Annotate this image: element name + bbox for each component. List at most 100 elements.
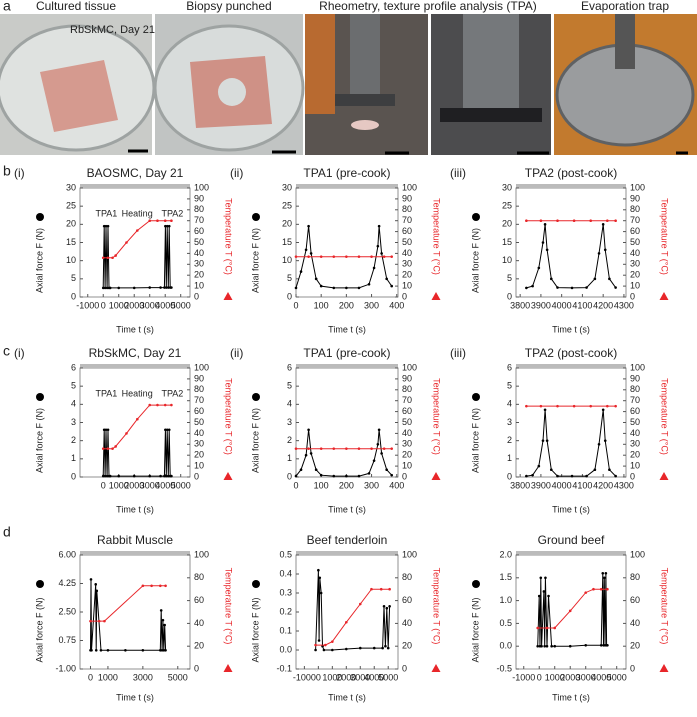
y2-tick-label: 40 — [194, 248, 204, 258]
y2-tick-label: 90 — [402, 193, 412, 203]
y2-tick-label: 70 — [630, 395, 640, 405]
y2-tick-label: 40 — [630, 428, 640, 438]
shaft — [615, 14, 635, 69]
data-point — [136, 229, 139, 232]
data-point — [319, 255, 323, 258]
x-tick-label: 1000 — [109, 300, 129, 310]
data-point — [105, 474, 109, 478]
data-point — [163, 623, 166, 627]
y2-tick-label: 40 — [630, 618, 640, 628]
y2-tick-label: 0 — [630, 291, 635, 301]
data-point — [150, 584, 153, 588]
data-point — [159, 584, 162, 588]
x-tick-label: 200 — [339, 300, 354, 310]
data-point — [164, 474, 168, 478]
data-point — [525, 404, 528, 408]
data-point — [572, 219, 576, 222]
data-point — [345, 620, 348, 624]
data-point — [599, 643, 603, 647]
data-point — [549, 468, 553, 472]
y-tick-label: 0.3 — [279, 587, 292, 597]
data-point — [111, 256, 114, 260]
data-point — [156, 219, 159, 222]
data-point — [294, 255, 298, 258]
y2-label-marker — [659, 292, 669, 300]
data-point — [376, 244, 380, 248]
y2-axis-title: Temperature T (°C) — [224, 378, 234, 455]
data-point — [132, 474, 136, 478]
y2-tick-label: 70 — [402, 215, 412, 225]
data-point — [163, 286, 166, 289]
data-point — [525, 219, 528, 222]
panel-letter: d — [3, 524, 11, 540]
y-tick-label: 0 — [71, 291, 76, 301]
x-tick-label: 0 — [101, 300, 106, 310]
data-point — [124, 648, 127, 652]
data-point — [170, 474, 173, 478]
plot-area — [79, 187, 191, 298]
y-tick-label: 30 — [66, 182, 76, 192]
y-tick-label: 0.0 — [499, 641, 512, 651]
y2-tick-label: 80 — [630, 572, 640, 582]
y-tick-label: 1.5 — [499, 572, 512, 582]
data-point — [89, 578, 93, 581]
x-tick-label: 300 — [364, 480, 379, 490]
data-point — [547, 594, 550, 598]
punch-hole — [218, 78, 246, 106]
y-tick-label: 1 — [287, 453, 292, 463]
data-point — [307, 255, 310, 258]
series-line — [526, 409, 616, 477]
x-tick-label: 0 — [293, 300, 298, 310]
x-tick-label: 4100 — [572, 300, 592, 310]
x-tick-label: 2000 — [124, 300, 144, 310]
tissue — [40, 60, 118, 132]
data-point — [585, 286, 588, 289]
data-point — [614, 219, 617, 222]
y2-tick-label: 100 — [402, 182, 417, 192]
photo-row: a RbSkMC, Day 21 Cultured tissue Biopsy … — [0, 0, 697, 155]
data-point — [163, 403, 167, 407]
plot-area — [295, 367, 399, 478]
y2-tick-label: 0 — [402, 663, 407, 673]
plot-area — [295, 554, 399, 670]
x-tick-label: 4000 — [155, 480, 175, 490]
panel-label: (iii) — [450, 346, 466, 360]
y-axis-title: Axial force F (N) — [250, 408, 260, 473]
y-tick-label: -0.1 — [276, 663, 292, 673]
y2-tick-label: 30 — [630, 259, 640, 269]
x-tick-label: 0 — [88, 672, 93, 682]
x-tick-label: 4000 — [552, 480, 572, 490]
data-point — [106, 447, 110, 450]
data-point — [545, 626, 549, 630]
data-point — [525, 286, 528, 290]
data-point — [376, 443, 380, 446]
x-tick-label: 2000 — [124, 480, 144, 490]
x-axis-title: Time t (s) — [328, 692, 366, 702]
annotation: Heating — [122, 388, 153, 398]
y2-tick-label: 10 — [402, 280, 412, 290]
data-point — [167, 474, 170, 478]
rheometer — [463, 14, 519, 114]
data-point — [164, 428, 167, 432]
data-point — [90, 648, 93, 652]
data-point — [317, 568, 320, 572]
y2-tick-label: 30 — [194, 439, 204, 449]
x-tick-label: 100 — [314, 480, 329, 490]
data-point — [117, 286, 121, 290]
y-tick-label: 30 — [502, 182, 512, 192]
y2-tick-label: 60 — [402, 226, 412, 236]
y2-tick-label: 20 — [630, 450, 640, 460]
y-tick-label: 0 — [287, 471, 292, 481]
background — [305, 14, 335, 114]
chart-title: TPA2 (post-cook) — [525, 166, 617, 180]
series-line — [526, 224, 617, 289]
y2-tick-label: 80 — [630, 384, 640, 394]
y2-tick-label: 0 — [194, 471, 199, 481]
x-tick-label: 1000 — [109, 480, 129, 490]
y-axis-title: Axial force F (N) — [250, 228, 260, 293]
data-point — [539, 576, 543, 580]
data-point — [388, 605, 391, 608]
data-point — [103, 286, 107, 290]
x-tick-label: 4300 — [614, 480, 634, 490]
